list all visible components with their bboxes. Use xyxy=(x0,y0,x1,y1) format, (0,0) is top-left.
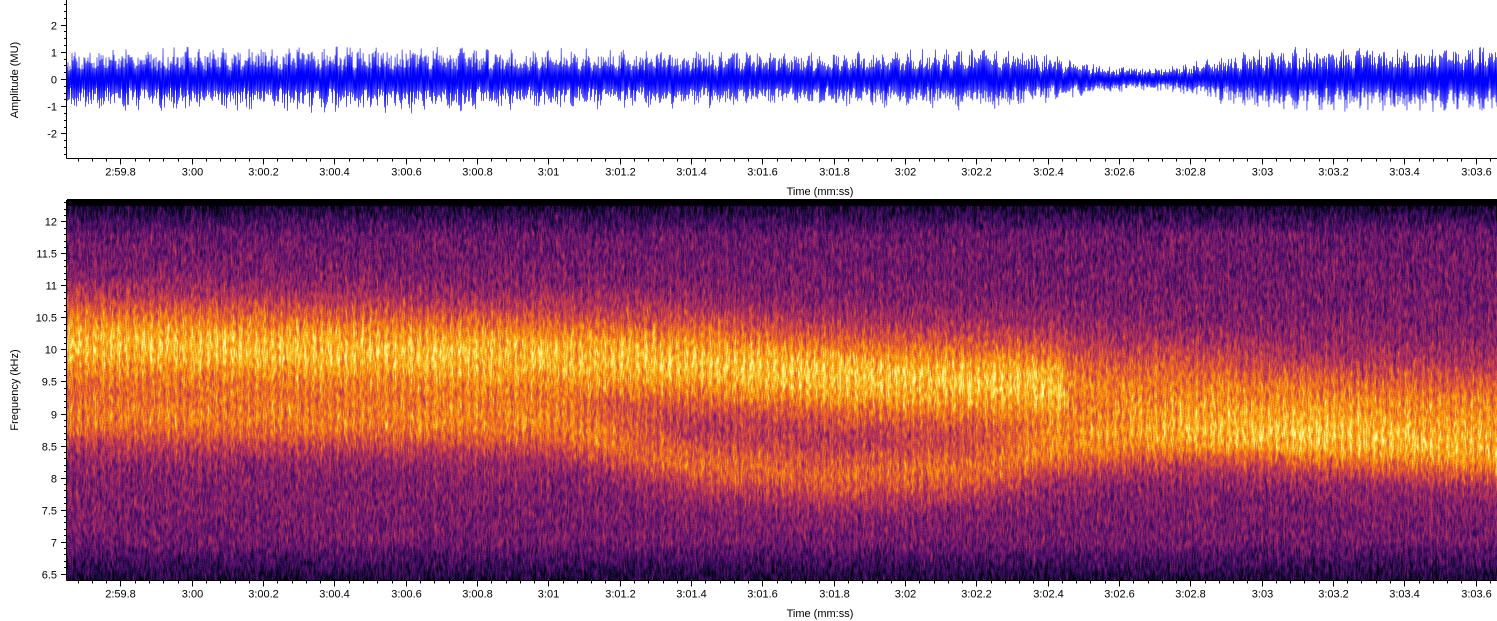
waveform-y-tick-label: 1 xyxy=(51,48,57,60)
waveform-x-tick-label: 3:02.8 xyxy=(1175,167,1206,179)
spectrogram-y-tick-label: 9.5 xyxy=(42,377,57,389)
waveform-y-tick-label: 0 xyxy=(51,75,57,87)
waveform-x-axis-label: Time (mm:ss) xyxy=(787,186,854,198)
waveform-x-tick-label: 3:01.2 xyxy=(605,167,636,179)
waveform-x-tick-label: 2:59.8 xyxy=(105,167,136,179)
spectrogram-x-tick-label: 3:02.4 xyxy=(1033,589,1064,601)
waveform-x-tick-label: 3:03 xyxy=(1252,167,1273,179)
spectrogram-x-tick-label: 3:03.6 xyxy=(1461,589,1492,601)
spectrogram-y-tick-label: 7.5 xyxy=(42,506,57,518)
waveform-plot: Amplitude (MU) Time (mm:ss) -2 -1 0 1 2 2:59.… xyxy=(9,0,1497,198)
spectrogram-x-tick-label: 3:01.4 xyxy=(676,589,707,601)
waveform-x-tick-label: 3:02 xyxy=(895,167,916,179)
waveform-x-tick-label: 3:01.4 xyxy=(676,167,707,179)
waveform-series-line xyxy=(66,46,1497,114)
spectrogram-y-tick-label: 7 xyxy=(51,538,57,550)
waveform-x-tick-label: 3:00.6 xyxy=(391,167,422,179)
waveform-y-axis-label: Amplitude (MU) xyxy=(9,42,21,118)
spectrogram-x-tick-label: 3:02.6 xyxy=(1104,589,1135,601)
spectrogram-x-tick-label: 3:02.8 xyxy=(1175,589,1206,601)
spectrogram-x-tick-label: 3:03.2 xyxy=(1318,589,1349,601)
spectrogram-y-tick-label: 12 xyxy=(45,217,57,229)
spectrogram-x-tick-label: 3:02.2 xyxy=(961,589,992,601)
spectrogram-y-tick-label: 11 xyxy=(46,281,57,293)
waveform-x-tick-label: 3:00.2 xyxy=(248,167,279,179)
spectrogram-x-tick-label: 3:00.4 xyxy=(319,589,350,601)
spectrogram-y-tick-label: 6.5 xyxy=(42,570,57,582)
waveform-x-tick-label: 3:02.6 xyxy=(1104,167,1135,179)
waveform-x-tick-label: 3:02.4 xyxy=(1033,167,1064,179)
spectrogram-y-tick-label: 11.5 xyxy=(36,249,57,261)
spectrogram-x-tick-label: 3:03.4 xyxy=(1389,589,1420,601)
spectrogram-axes: Frequency (kHz) Time (mm:ss) 6.5 7 7.5 8 8.5… xyxy=(9,200,1497,620)
waveform-y-tick-label: -2 xyxy=(47,129,57,141)
spectrogram-x-tick-label: 3:00 xyxy=(182,589,203,601)
waveform-x-tick-label: 3:01.8 xyxy=(819,167,850,179)
waveform-x-tick-label: 3:00.8 xyxy=(462,167,493,179)
spectrogram-y-tick-label: 8 xyxy=(51,474,57,486)
spectrogram-y-tick-label: 9 xyxy=(51,410,57,422)
spectrogram-x-tick-label: 3:01 xyxy=(538,589,559,601)
spectrogram-x-tick-label: 3:01.6 xyxy=(747,589,778,601)
spectrogram-x-tick-label: 2:59.8 xyxy=(105,589,136,601)
waveform-y-tick-label: 2 xyxy=(51,21,57,33)
spectrogram-y-tick-label: 8.5 xyxy=(42,442,57,454)
waveform-x-tick-label: 3:03.6 xyxy=(1461,167,1492,179)
spectrogram-heatmap xyxy=(67,199,1497,580)
waveform-x-tick-label: 3:03.4 xyxy=(1389,167,1420,179)
spectrogram-x-tick-label: 3:00.8 xyxy=(462,589,493,601)
waveform-x-tick-label: 3:00 xyxy=(182,167,203,179)
spectrogram-x-tick-label: 3:01.8 xyxy=(819,589,850,601)
waveform-x-tick-label: 3:03.2 xyxy=(1318,167,1349,179)
spectrogram-y-tick-label: 10.5 xyxy=(36,313,57,325)
spectrogram-x-axis-label: Time (mm:ss) xyxy=(787,608,854,620)
spectrogram-x-tick-label: 3:00.6 xyxy=(391,589,422,601)
spectrogram-y-axis-label: Frequency (kHz) xyxy=(9,349,21,430)
waveform-x-tick-label: 3:02.2 xyxy=(961,167,992,179)
spectrogram-y-tick-label: 10 xyxy=(45,345,57,357)
waveform-x-tick-label: 3:01 xyxy=(538,167,559,179)
waveform-x-tick-label: 3:01.6 xyxy=(747,167,778,179)
waveform-y-tick-label: -1 xyxy=(47,102,57,114)
waveform-x-tick-label: 3:00.4 xyxy=(319,167,350,179)
spectrogram-x-tick-label: 3:00.2 xyxy=(248,589,279,601)
spectrogram-x-tick-label: 3:03 xyxy=(1252,589,1273,601)
spectrogram-x-tick-label: 3:01.2 xyxy=(605,589,636,601)
spectrogram-x-tick-label: 3:02 xyxy=(895,589,916,601)
